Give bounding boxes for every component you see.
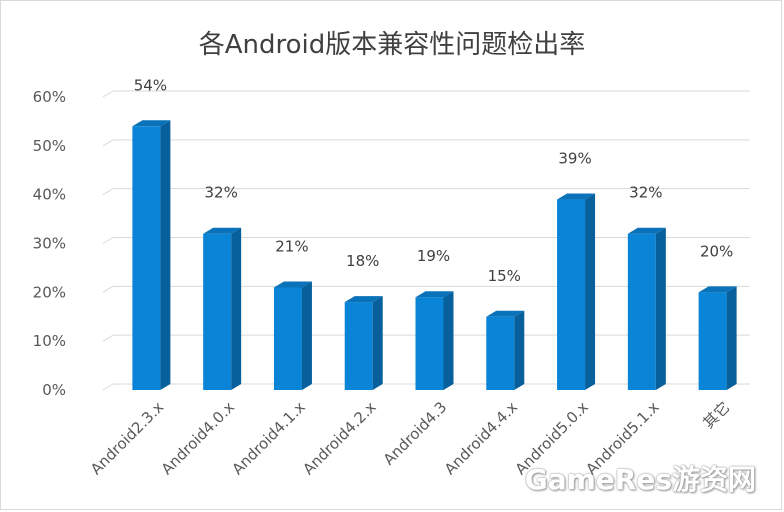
bar (627, 227, 666, 390)
gridline-depth (102, 383, 114, 391)
x-tick-label: 其它 (699, 398, 733, 432)
bar-top (486, 310, 525, 317)
bar-front (273, 287, 302, 390)
bar-top (344, 296, 383, 303)
bar-side (585, 193, 596, 390)
gridline-depth (102, 334, 114, 342)
x-tick-label: Android4.3 (380, 398, 451, 469)
bar-side (655, 227, 666, 390)
data-label: 18% (346, 252, 379, 270)
gridline-depth (102, 285, 114, 293)
y-tick-label: 0% (42, 381, 66, 399)
bar-side (514, 310, 525, 390)
y-tick-label: 60% (33, 88, 66, 106)
chart-title: 各Android版本兼容性问题检出率 (198, 30, 586, 60)
bar-front (415, 297, 444, 390)
data-label: 39% (558, 150, 591, 168)
bar-side (443, 291, 454, 390)
gridline-depth (102, 188, 114, 196)
bar-top (273, 281, 312, 288)
bar (344, 296, 383, 390)
data-label: 15% (488, 267, 521, 285)
bar (698, 286, 737, 390)
bar-top (557, 193, 596, 200)
x-tick-label: Android4.0.x (158, 398, 238, 478)
data-label: 20% (700, 242, 733, 260)
bar-front (203, 233, 232, 390)
bar-side (160, 120, 171, 391)
bar-front (557, 199, 586, 390)
gridline-depth (102, 90, 114, 98)
data-label: 54% (134, 76, 167, 94)
watermark-logo: GameRes游资网 (524, 463, 756, 496)
bar-top (698, 286, 737, 293)
gridline-depth (102, 139, 114, 147)
bar-front (132, 126, 161, 391)
x-tick-label: Android4.4.x (441, 398, 521, 478)
bar-top (627, 227, 666, 234)
y-tick-label: 10% (33, 332, 66, 350)
bar-front (486, 316, 515, 390)
data-label: 32% (204, 184, 237, 202)
data-label: 19% (417, 247, 450, 265)
bar-front (698, 292, 727, 390)
bar-top (203, 227, 242, 234)
bar-top (132, 120, 171, 127)
bar-side (726, 286, 737, 390)
bar (132, 120, 171, 391)
x-tick-label: Android2.3.x (87, 398, 167, 478)
bar-side (372, 296, 383, 390)
bar-side (231, 227, 242, 390)
y-tick-label: 30% (33, 235, 66, 253)
bar-side (301, 281, 312, 390)
bar-front (627, 233, 656, 390)
bar-top (415, 291, 454, 298)
x-tick-label: Android4.2.x (299, 398, 379, 478)
bar-front (344, 302, 373, 390)
y-tick-label: 40% (33, 186, 66, 204)
data-label: 32% (629, 184, 662, 202)
bar (486, 310, 525, 390)
bar (557, 193, 596, 390)
y-tick-label: 20% (33, 283, 66, 301)
data-label: 21% (275, 237, 308, 255)
bar (415, 291, 454, 390)
y-tick-label: 50% (33, 137, 66, 155)
bar (273, 281, 312, 390)
x-tick-label: Android4.1.x (229, 398, 309, 478)
bar (203, 227, 242, 390)
gridline-depth (102, 237, 114, 244)
